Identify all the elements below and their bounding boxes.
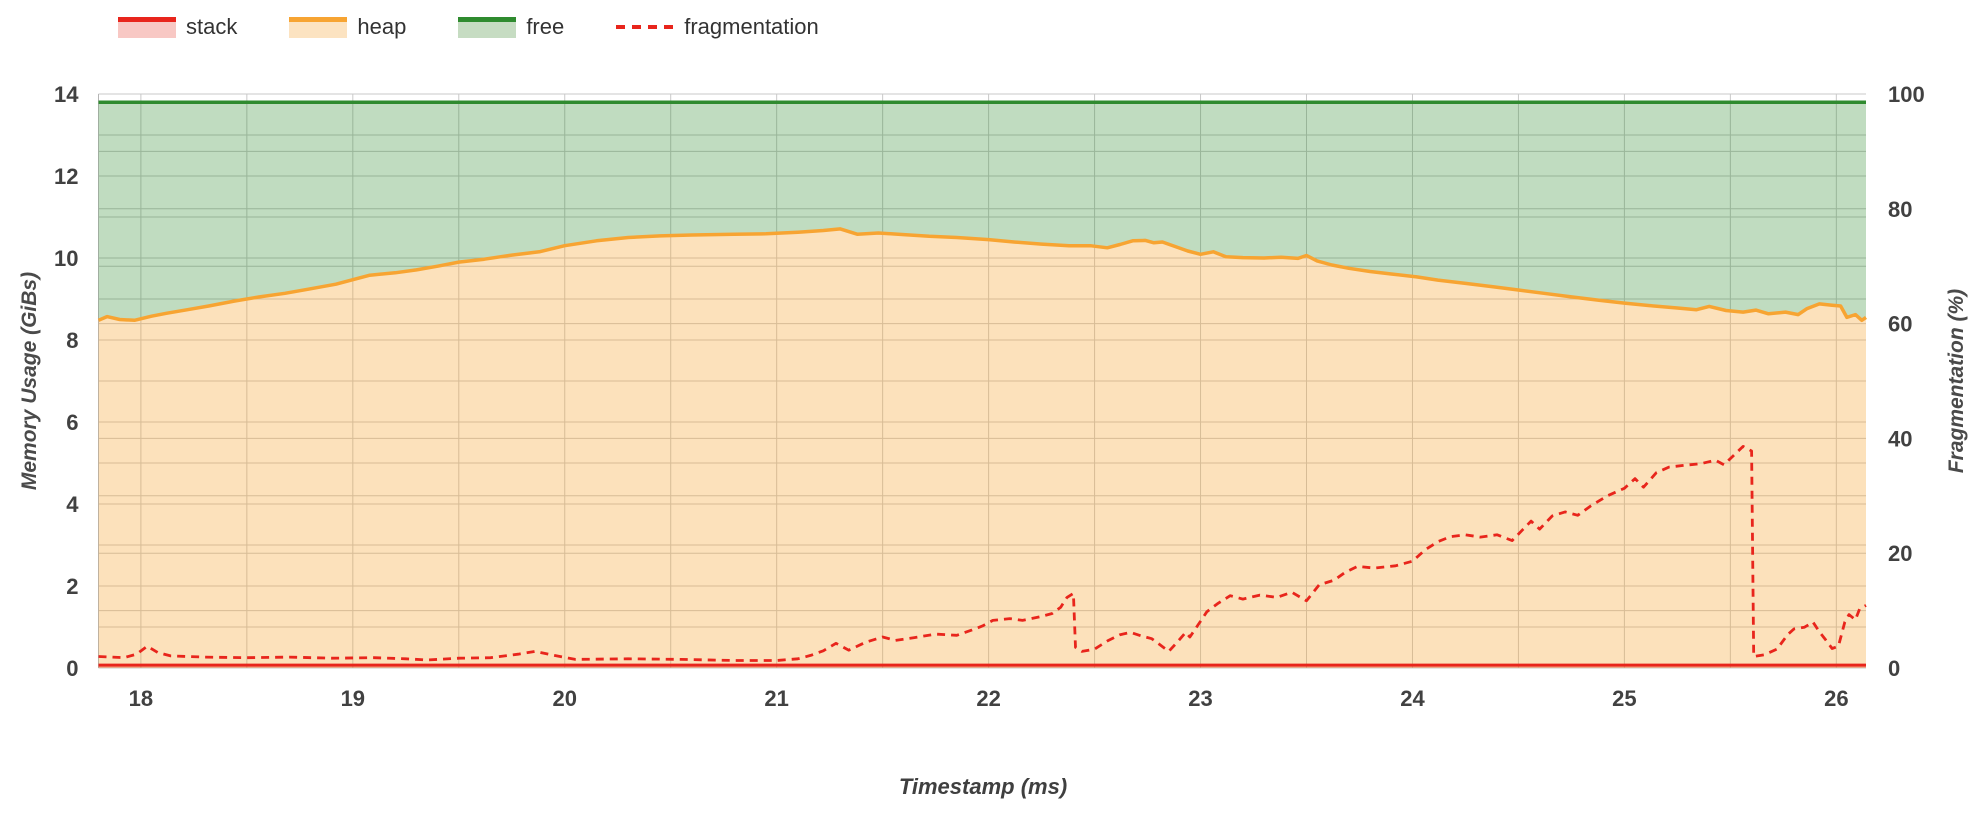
left-axis-tick-label: 4 [66,492,79,517]
legend-label: heap [357,14,407,39]
right-axis-tick-label: 0 [1888,656,1900,681]
right-axis-tick-label: 100 [1888,82,1925,107]
right-axis-tick-label: 40 [1888,426,1912,451]
swatch-line [458,16,517,22]
dashed-line-icon [616,24,675,29]
left-axis-tick-label: 2 [66,574,78,599]
legend-item-stack[interactable]: stack [118,14,237,40]
swatch-fill [458,21,517,38]
left-axis-tick-label: 0 [66,656,78,681]
heap-line [97,227,1867,323]
swatch-line [289,16,348,22]
legend: stack heap free fragmentation [118,14,819,40]
y-axis-title-left: Memory Usage (GiBs) [18,271,41,491]
y-axis-title-right: Fragmentation (%) [1945,288,1968,474]
heap-area [98,228,1866,668]
legend-label: stack [186,14,238,39]
left-axis-tick-label: 12 [54,164,78,189]
legend-label: fragmentation [684,14,819,39]
heap-swatch-icon [289,16,348,38]
legend-label: free [526,14,565,39]
free-area [98,102,1866,321]
x-axis-tick-label: 18 [129,686,153,711]
x-axis-tick-label: 24 [1400,686,1425,711]
right-axis-tick-label: 80 [1888,197,1912,222]
x-axis-tick-label: 26 [1824,686,1848,711]
swatch-fill [118,21,176,38]
x-axis-tick-label: 22 [976,686,1000,711]
fragmentation-line [98,444,1867,662]
left-axis-tick-label: 10 [54,246,78,271]
x-axis-title: Timestamp (ms) [898,774,1068,799]
swatch-line [118,16,176,22]
x-axis-tick-label: 20 [553,686,577,711]
x-axis-tick-label: 19 [341,686,365,711]
x-axis-tick-label: 25 [1612,686,1636,711]
left-axis-tick-label: 8 [66,328,78,353]
legend-item-heap[interactable]: heap [289,14,406,40]
right-axis-tick-label: 20 [1888,541,1912,566]
free-swatch-icon [458,16,517,38]
legend-item-fragmentation[interactable]: fragmentation [616,14,819,40]
right-axis-tick-label: 60 [1888,312,1912,337]
left-axis-tick-label: 6 [66,410,78,435]
fragmentation-swatch-icon [616,17,675,38]
x-axis-tick-label: 21 [764,686,788,711]
x-axis-tick-label: 23 [1188,686,1212,711]
swatch-fill [289,21,348,38]
legend-item-free[interactable]: free [458,14,564,40]
left-axis-tick-label: 14 [54,82,79,107]
stack-swatch-icon [118,16,176,38]
